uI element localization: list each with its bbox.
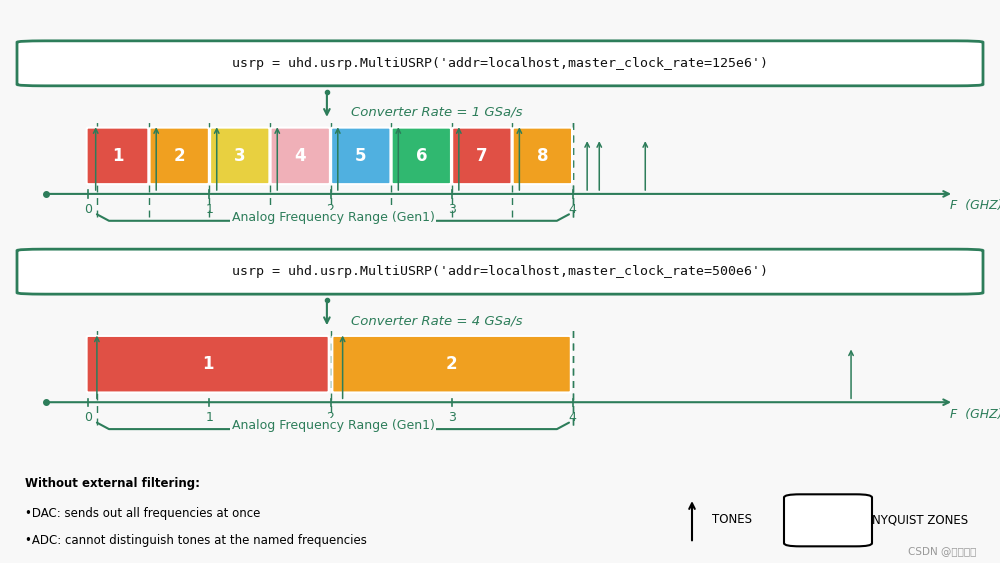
Text: 3: 3 [448,412,456,425]
Text: 4: 4 [569,412,577,425]
Text: 3: 3 [448,203,456,216]
Text: NYQUIST ZONES: NYQUIST ZONES [872,513,968,526]
FancyBboxPatch shape [452,128,512,184]
Text: 2: 2 [446,355,457,373]
Text: 3: 3 [234,147,246,165]
Text: 0: 0 [84,412,92,425]
FancyBboxPatch shape [17,249,983,294]
Text: Analog Frequency Range (Gen1): Analog Frequency Range (Gen1) [232,211,434,224]
Text: 2: 2 [327,412,334,425]
Text: Without external filtering:: Without external filtering: [25,477,200,490]
FancyBboxPatch shape [271,128,330,184]
FancyBboxPatch shape [87,128,148,184]
Text: 1: 1 [206,412,213,425]
Text: Converter Rate = 4 GSa/s: Converter Rate = 4 GSa/s [351,314,523,327]
Text: 1: 1 [202,355,213,373]
Text: •ADC: cannot distinguish tones at the named frequencies: •ADC: cannot distinguish tones at the na… [25,534,367,547]
FancyBboxPatch shape [87,336,329,392]
Text: 4: 4 [569,203,577,216]
Text: •DAC: sends out all frequencies at once: •DAC: sends out all frequencies at once [25,507,261,520]
Text: TONES: TONES [712,513,752,526]
Text: 7: 7 [476,147,488,165]
Text: F  (GHZ): F (GHZ) [950,408,1000,421]
Text: 1: 1 [206,203,213,216]
Text: 0: 0 [84,203,92,216]
Text: usrp = uhd.usrp.MultiUSRP('addr=localhost,master_clock_rate=125e6'): usrp = uhd.usrp.MultiUSRP('addr=localhos… [232,57,768,70]
FancyBboxPatch shape [331,128,390,184]
FancyBboxPatch shape [784,494,872,546]
FancyBboxPatch shape [513,128,572,184]
Text: 2: 2 [327,203,334,216]
Text: 1: 1 [112,147,123,165]
Text: F  (GHZ): F (GHZ) [950,199,1000,212]
FancyBboxPatch shape [150,128,209,184]
Text: 8: 8 [537,147,548,165]
Text: 5: 5 [355,147,367,165]
FancyBboxPatch shape [17,41,983,86]
Text: CSDN @东枫科技: CSDN @东枫科技 [908,546,976,556]
Text: usrp = uhd.usrp.MultiUSRP('addr=localhost,master_clock_rate=500e6'): usrp = uhd.usrp.MultiUSRP('addr=localhos… [232,265,768,278]
FancyBboxPatch shape [332,336,571,392]
Text: 6: 6 [416,147,427,165]
Text: 4: 4 [294,147,306,165]
FancyBboxPatch shape [392,128,451,184]
Text: 2: 2 [173,147,185,165]
Text: Analog Frequency Range (Gen1): Analog Frequency Range (Gen1) [232,419,434,432]
Text: Converter Rate = 1 GSa/s: Converter Rate = 1 GSa/s [351,106,523,119]
FancyBboxPatch shape [210,128,269,184]
